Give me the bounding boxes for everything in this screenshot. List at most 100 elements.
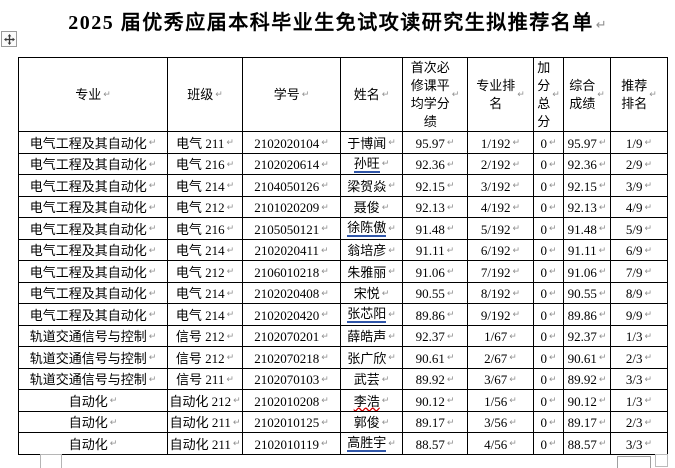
cell-gpa[interactable]: 91.11 ↵ — [402, 238, 468, 261]
cell-bonus[interactable]: 0 ↵ — [533, 410, 564, 433]
cell-student_id[interactable]: 2101020209 ↵ — [242, 195, 341, 218]
cell-composite[interactable]: 89.17 ↵ — [563, 410, 611, 433]
cell-class_name[interactable]: 电气 214 ↵ — [167, 281, 243, 304]
cell-class_name[interactable]: 电气 211 ↵ — [167, 131, 243, 154]
cell-major_rank[interactable]: 4/56 ↵ — [467, 432, 534, 455]
cell-class_name[interactable]: 电气 216 ↵ — [167, 217, 243, 240]
cell-composite[interactable]: 91.11 ↵ — [563, 238, 611, 261]
cell-major_rank[interactable]: 1/67 ↵ — [467, 324, 534, 347]
cell-rec_rank[interactable]: 3/9 ↵ — [610, 174, 668, 197]
cell-student_id[interactable]: 2104050126 ↵ — [242, 174, 341, 197]
cell-major_rank[interactable]: 3/56 ↵ — [467, 410, 534, 433]
cell-gpa[interactable]: 91.06 ↵ — [402, 260, 468, 283]
cell-student_id[interactable]: 2102020420 ↵ — [242, 303, 341, 326]
cell-student_id[interactable]: 2102020614 ↵ — [242, 152, 341, 175]
cell-student_id[interactable]: 2102020408 ↵ — [242, 281, 341, 304]
cell-name[interactable]: 薛皓声 ↵ — [340, 324, 403, 347]
cell-name[interactable]: 徐陈傲 ↵ — [340, 217, 403, 240]
cell-major_rank[interactable]: 6/192 ↵ — [467, 238, 534, 261]
cell-class_name[interactable]: 电气 216 ↵ — [167, 152, 243, 175]
cell-major[interactable]: 自动化 ↵ — [18, 432, 168, 455]
cell-bonus[interactable]: 0 ↵ — [533, 324, 564, 347]
col-header-rec_rank[interactable]: 推荐 排名↵ — [610, 57, 668, 132]
cell-rec_rank[interactable]: 1/9 ↵ — [610, 131, 668, 154]
cell-major[interactable]: 自动化 ↵ — [18, 389, 168, 412]
cell-major_rank[interactable]: 1/192 ↵ — [467, 131, 534, 154]
cell-student_id[interactable]: 2102010208 ↵ — [242, 389, 341, 412]
cell-rec_rank[interactable]: 1/3 ↵ — [610, 324, 668, 347]
cell-composite[interactable]: 92.37 ↵ — [563, 324, 611, 347]
col-header-class_name[interactable]: 班级 ↵ — [167, 57, 243, 132]
cell-class_name[interactable]: 电气 214 ↵ — [167, 303, 243, 326]
cell-name[interactable]: 朱雅丽 ↵ — [340, 260, 403, 283]
cell-major_rank[interactable]: 3/192 ↵ — [467, 174, 534, 197]
cell-major[interactable]: 电气工程及其自动化 ↵ — [18, 260, 168, 283]
cell-major[interactable]: 电气工程及其自动化 ↵ — [18, 238, 168, 261]
cell-rec_rank[interactable]: 1/3 ↵ — [610, 389, 668, 412]
cell-gpa[interactable]: 90.61 ↵ — [402, 346, 468, 369]
cell-composite[interactable]: 92.13 ↵ — [563, 195, 611, 218]
cell-gpa[interactable]: 90.12 ↵ — [402, 389, 468, 412]
cell-composite[interactable]: 92.15 ↵ — [563, 174, 611, 197]
cell-major[interactable]: 自动化 ↵ — [18, 410, 168, 433]
page-title[interactable]: 2025 届优秀应届本科毕业生免试攻读研究生拟推荐名单 — [68, 12, 594, 34]
cell-bonus[interactable]: 0 ↵ — [533, 174, 564, 197]
cell-student_id[interactable]: 2102020104 ↵ — [242, 131, 341, 154]
cell-student_id[interactable]: 2102070218 ↵ — [242, 346, 341, 369]
cell-gpa[interactable]: 95.97 ↵ — [402, 131, 468, 154]
cell-class_name[interactable]: 信号 212 ↵ — [167, 324, 243, 347]
cell-student_id[interactable]: 2102010125 ↵ — [242, 410, 341, 433]
cell-rec_rank[interactable]: 6/9 ↵ — [610, 238, 668, 261]
cell-composite[interactable]: 95.97 ↵ — [563, 131, 611, 154]
cell-composite[interactable]: 88.57 ↵ — [563, 432, 611, 455]
cell-rec_rank[interactable]: 2/3 ↵ — [610, 346, 668, 369]
cell-class_name[interactable]: 电气 212 ↵ — [167, 195, 243, 218]
cell-class_name[interactable]: 自动化 211 ↵ — [167, 432, 243, 455]
cell-bonus[interactable]: 0 ↵ — [533, 217, 564, 240]
cell-bonus[interactable]: 0 ↵ — [533, 131, 564, 154]
cell-major[interactable]: 电气工程及其自动化 ↵ — [18, 152, 168, 175]
cell-major[interactable]: 轨道交通信号与控制 ↵ — [18, 367, 168, 390]
cell-name[interactable]: 宋悦 ↵ — [340, 281, 403, 304]
cell-name[interactable]: 孙旺 ↵ — [340, 152, 403, 175]
cell-bonus[interactable]: 0 ↵ — [533, 281, 564, 304]
cell-major_rank[interactable]: 2/67 ↵ — [467, 346, 534, 369]
cell-rec_rank[interactable]: 4/9 ↵ — [610, 195, 668, 218]
cell-student_id[interactable]: 2102020411 ↵ — [242, 238, 341, 261]
cell-major[interactable]: 电气工程及其自动化 ↵ — [18, 281, 168, 304]
cell-gpa[interactable]: 92.15 ↵ — [402, 174, 468, 197]
cell-composite[interactable]: 90.61 ↵ — [563, 346, 611, 369]
cell-gpa[interactable]: 89.86 ↵ — [402, 303, 468, 326]
cell-name[interactable]: 翁培彦 ↵ — [340, 238, 403, 261]
cell-gpa[interactable]: 88.57 ↵ — [402, 432, 468, 455]
cell-rec_rank[interactable]: 5/9 ↵ — [610, 217, 668, 240]
cell-student_id[interactable]: 2105050121 ↵ — [242, 217, 341, 240]
cell-major[interactable]: 轨道交通信号与控制 ↵ — [18, 346, 168, 369]
col-header-bonus[interactable]: 加 分 总 分↵ — [533, 57, 564, 132]
cell-name[interactable]: 李浩 ↵ — [340, 389, 403, 412]
cell-composite[interactable]: 91.48 ↵ — [563, 217, 611, 240]
cell-name[interactable]: 聂俊 ↵ — [340, 195, 403, 218]
cell-rec_rank[interactable]: 7/9 ↵ — [610, 260, 668, 283]
col-header-major[interactable]: 专业 ↵ — [18, 57, 168, 132]
cell-composite[interactable]: 89.92 ↵ — [563, 367, 611, 390]
cell-bonus[interactable]: 0 ↵ — [533, 432, 564, 455]
cell-name[interactable]: 张芯阳 ↵ — [340, 303, 403, 326]
col-header-name[interactable]: 姓名 ↵ — [340, 57, 403, 132]
cell-gpa[interactable]: 92.36 ↵ — [402, 152, 468, 175]
cell-class_name[interactable]: 信号 212 ↵ — [167, 346, 243, 369]
cell-major_rank[interactable]: 7/192 ↵ — [467, 260, 534, 283]
cell-major[interactable]: 电气工程及其自动化 ↵ — [18, 303, 168, 326]
cell-gpa[interactable]: 89.92 ↵ — [402, 367, 468, 390]
cell-major_rank[interactable]: 1/56 ↵ — [467, 389, 534, 412]
cell-major[interactable]: 电气工程及其自动化 ↵ — [18, 131, 168, 154]
cell-name[interactable]: 张广欣 ↵ — [340, 346, 403, 369]
cell-class_name[interactable]: 自动化 212 ↵ — [167, 389, 243, 412]
cell-composite[interactable]: 91.06 ↵ — [563, 260, 611, 283]
cell-student_id[interactable]: 2102010119 ↵ — [242, 432, 341, 455]
cell-major[interactable]: 电气工程及其自动化 ↵ — [18, 217, 168, 240]
cell-student_id[interactable]: 2102070103 ↵ — [242, 367, 341, 390]
cell-bonus[interactable]: 0 ↵ — [533, 303, 564, 326]
cell-major_rank[interactable]: 5/192 ↵ — [467, 217, 534, 240]
cell-composite[interactable]: 89.86 ↵ — [563, 303, 611, 326]
